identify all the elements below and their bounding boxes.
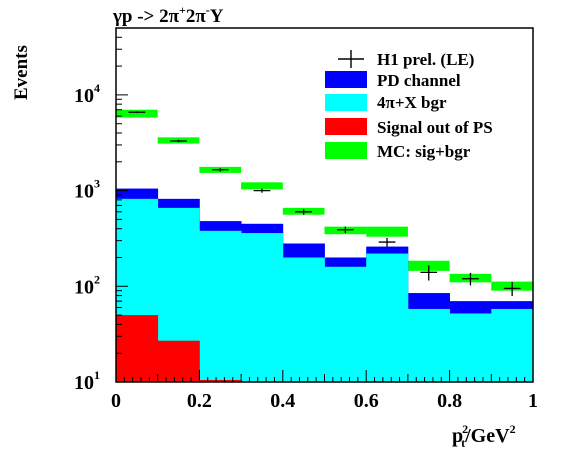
x-tick-label: 0.6 xyxy=(354,390,379,412)
bgr-bar xyxy=(241,233,284,382)
legend-item-pd: PD channel xyxy=(325,71,461,90)
y-tick-labels: 101 102 103 104 xyxy=(74,81,100,394)
legend-item-bgr: 4π+X bgr xyxy=(325,93,447,112)
legend: H1 prel. (LE) PD channel 4π+X bgr Signal… xyxy=(325,50,493,161)
x-tick-label: 0.4 xyxy=(270,390,295,412)
legend-swatch-signal xyxy=(325,118,367,135)
bgr-bar xyxy=(282,257,325,382)
legend-swatch-pd xyxy=(325,71,367,88)
y-tick-label: 102 xyxy=(74,272,100,298)
signal-layer xyxy=(116,315,242,382)
mc-band-bar xyxy=(241,182,283,190)
x-tick-labels: 0 0.2 0.4 0.6 0.8 1 xyxy=(111,390,538,412)
legend-label-bgr: 4π+X bgr xyxy=(377,93,447,112)
signal-bar xyxy=(157,340,200,382)
axis-ticks xyxy=(115,27,534,383)
chart-title: γp -> 2π+2π-Y xyxy=(112,3,224,27)
legend-item-mc: MC: sig+bgr xyxy=(325,142,471,161)
bgr-bar xyxy=(407,308,450,382)
bgr-layer xyxy=(116,198,534,382)
x-tick-label: 0 xyxy=(111,390,121,412)
bgr-bar xyxy=(324,266,367,382)
x-axis-label: p2 t/GeV2 xyxy=(452,422,516,450)
legend-swatch-bgr xyxy=(325,94,367,111)
x-tick-label: 0.8 xyxy=(437,390,462,412)
legend-label-signal: Signal out of PS xyxy=(377,118,493,137)
legend-item-data: H1 prel. (LE) xyxy=(338,50,474,69)
data-points-layer xyxy=(128,111,521,297)
x-tick-label: 0.2 xyxy=(187,390,212,412)
mc-band-bar xyxy=(116,109,158,118)
legend-item-signal: Signal out of PS xyxy=(325,118,493,137)
signal-bar xyxy=(116,315,159,382)
y-axis-label: Events xyxy=(11,45,32,100)
legend-label-data: H1 prel. (LE) xyxy=(377,50,474,69)
bgr-bar xyxy=(199,230,242,382)
bgr-bar xyxy=(449,313,492,382)
bgr-bar xyxy=(366,253,409,382)
x-tick-label: 1 xyxy=(528,390,538,412)
legend-label-mc: MC: sig+bgr xyxy=(377,142,471,161)
y-tick-label: 103 xyxy=(74,177,100,203)
legend-swatch-mc xyxy=(325,142,367,159)
y-tick-label: 101 xyxy=(74,368,100,394)
y-tick-label: 104 xyxy=(74,81,100,107)
bgr-bar xyxy=(491,308,534,382)
legend-label-pd: PD channel xyxy=(377,71,461,90)
mc-band-bar xyxy=(366,226,408,237)
signal-bar xyxy=(199,379,242,382)
